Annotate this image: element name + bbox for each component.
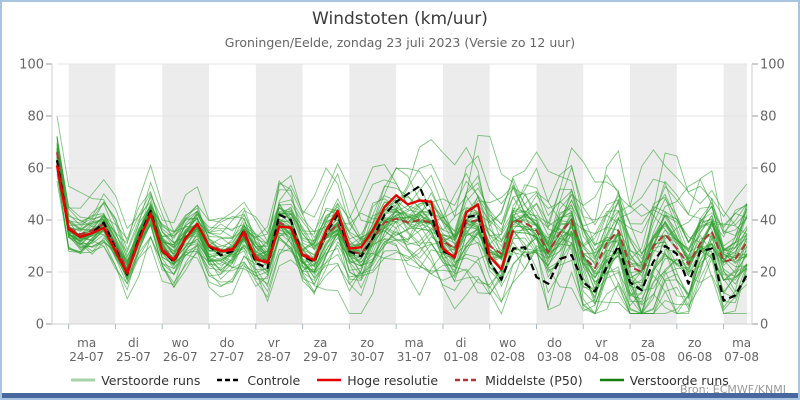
ensemble-member-line [56, 154, 748, 315]
x-axis-day-label: ma [405, 336, 424, 350]
x-axis-day-label: vr [595, 336, 607, 350]
bottom-accent-bar [2, 393, 798, 398]
ensemble-member-line [56, 157, 748, 300]
x-axis-day-label: do [220, 336, 235, 350]
y-axis-label-right: 20 [760, 266, 777, 281]
x-axis-date-label: 25-07 [116, 350, 151, 364]
y-axis-label-right: 100 [760, 58, 785, 73]
ensemble-member-line [56, 149, 748, 295]
x-axis-date-label: 27-07 [210, 350, 245, 364]
page-title: Windstoten (km/uur) [312, 9, 488, 29]
ensemble-member-line [56, 135, 748, 308]
chart-subtitle: Groningen/Eelde, zondag 23 juli 2023 (Ve… [224, 35, 576, 50]
legend-item-1: Controle [217, 373, 300, 388]
y-axis-label-left: 60 [27, 162, 44, 177]
x-axis-date-label: 26-07 [163, 350, 198, 364]
x-axis-day-label: wo [499, 336, 516, 350]
y-axis-label-left: 80 [27, 110, 44, 125]
legend-swatch-line [599, 378, 624, 382]
x-axis-day-label: ma [77, 336, 96, 350]
y-axis-label-left: 40 [27, 214, 44, 229]
x-axis-day-label: vr [268, 336, 280, 350]
chart-legend: Verstoorde runs Controle Hoge resolutie Mid… [2, 370, 798, 390]
x-axis-date-label: 04-08 [584, 350, 619, 364]
x-axis-day-label: wo [172, 336, 189, 350]
y-axis-label-left: 20 [27, 266, 44, 281]
legend-swatch-line [317, 378, 342, 382]
day-band [162, 64, 210, 324]
ensemble-members [56, 116, 748, 315]
x-axis-date-label: 28-07 [256, 350, 291, 364]
y-axis-label-left: 100 [19, 58, 44, 73]
ensemble-member-line [56, 173, 748, 315]
ensemble-member-line [56, 144, 748, 272]
ensemble-member-line [56, 116, 748, 306]
legend-label: Middelste (P50) [485, 372, 583, 388]
x-axis-date-label: 30-07 [350, 350, 385, 364]
source-credit: Bron: ECMWF/KNMI [680, 383, 786, 396]
legend-item-2: Hoge resolutie [317, 373, 438, 388]
x-axis-date-label: 03-08 [537, 350, 572, 364]
ensemble-member-line [56, 150, 748, 271]
x-axis-day-label: di [128, 336, 139, 350]
legend-swatch-line [455, 378, 480, 382]
legend-item-4: Verstoorde runs [599, 372, 729, 388]
x-axis-day-label: za [314, 336, 328, 350]
legend-label: Controle [247, 372, 301, 388]
x-axis-date-label: 07-08 [724, 350, 759, 364]
legend-item-0: Verstoorde runs [71, 373, 200, 388]
high-resolution-line-group [55, 165, 515, 275]
day-band [349, 64, 397, 324]
x-axis-day-label: ma [732, 336, 751, 350]
legend-label: Hoge resolutie [347, 372, 439, 388]
x-axis-date-label: 01-08 [443, 350, 478, 364]
legend-label: Verstoorde runs [629, 372, 729, 388]
x-axis-date-label: 06-08 [677, 350, 712, 364]
ensemble-member-line [56, 152, 748, 274]
x-axis-day-label: zo [361, 336, 375, 350]
high-resolution-line [55, 165, 515, 275]
legend-swatch-line [71, 378, 96, 382]
ensemble-member-line [56, 152, 748, 315]
legend-swatch-line [217, 378, 242, 382]
y-axis-label-right: 60 [760, 162, 777, 177]
ensemble-member-line [56, 145, 748, 315]
y-axis-label-right: 0 [760, 318, 768, 333]
day-bands [68, 64, 747, 324]
legend-item-3: Middelste (P50) [455, 373, 583, 388]
x-axis-day-label: za [641, 336, 655, 350]
x-axis-date-label: 05-08 [631, 350, 666, 364]
legend-label: Verstoorde runs [101, 372, 201, 388]
ensemble-member-line [56, 149, 748, 310]
ensemble-member-line [56, 150, 748, 315]
x-axis-date-label: 24-07 [69, 350, 104, 364]
x-axis-date-label: 02-08 [490, 350, 525, 364]
x-axis-date-label: 29-07 [303, 350, 338, 364]
x-axis-day-label: do [547, 336, 562, 350]
y-axis-label-left: 0 [36, 318, 44, 333]
x-axis-day-label: zo [688, 336, 702, 350]
x-axis-date-label: 31-07 [397, 350, 432, 364]
day-band [723, 64, 747, 324]
y-axis-label-right: 80 [760, 110, 777, 125]
x-axis-day-label: di [455, 336, 466, 350]
y-axis-label-right: 40 [760, 214, 777, 229]
